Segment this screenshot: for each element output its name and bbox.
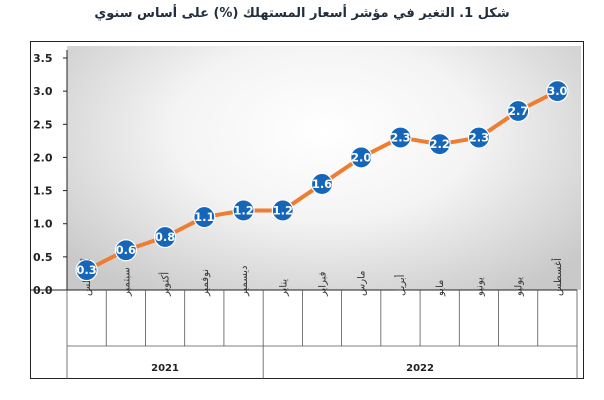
year-group-label: 2022: [406, 363, 434, 374]
x-category-label: نوفمبر: [200, 269, 211, 297]
data-label: 1.2: [273, 203, 293, 217]
x-category-label: سبتمبر: [121, 267, 132, 297]
y-tick-label: 3.0: [33, 85, 53, 98]
data-label: 3.0: [547, 84, 567, 98]
y-tick-label: 1.0: [33, 218, 53, 231]
y-tick-label: 2.5: [33, 118, 53, 131]
data-point-marker: [350, 146, 373, 169]
data-point-marker: [153, 225, 177, 249]
x-category-label: ديسمبر: [239, 266, 250, 297]
data-point-marker: [389, 126, 412, 149]
data-label: 1.6: [312, 177, 332, 191]
y-tick-label: 0.5: [33, 251, 53, 264]
data-label: 2.3: [390, 131, 410, 145]
data-point-marker: [310, 172, 334, 196]
data-label: 1.1: [194, 210, 214, 224]
x-category-label: مايو: [435, 280, 446, 297]
cpi-line-chart: 0.00.51.01.52.02.53.03.5أغسطسسبتمبرأكتوب…: [31, 50, 578, 379]
data-label: 1.2: [233, 203, 253, 217]
data-point-marker: [467, 126, 491, 149]
y-tick-label: 3.5: [33, 52, 53, 65]
x-category-label: فبراير: [318, 271, 329, 297]
y-tick-label: 1.5: [33, 185, 53, 198]
x-category-label: أغسطس: [551, 258, 564, 296]
year-group-label: 2021: [151, 363, 179, 374]
x-category-label: يوليو: [514, 277, 525, 297]
data-label: 2.2: [430, 137, 450, 151]
data-point-marker: [507, 99, 530, 123]
data-point-marker: [428, 133, 451, 156]
data-label: 2.7: [508, 104, 528, 118]
data-label: 0.8: [155, 230, 175, 244]
y-tick-label: 2.0: [33, 151, 53, 164]
x-category-label: يناير: [278, 279, 289, 297]
x-category-label: مارس: [357, 271, 368, 296]
data-point-marker: [114, 239, 137, 262]
data-point-marker: [232, 199, 255, 222]
x-category-label: أكتوبر: [159, 272, 172, 297]
chart-title: شكل 1. التغير في مؤشر أسعار المستهلك (%)…: [94, 6, 510, 21]
x-category-label: أبريل: [394, 274, 407, 296]
data-point-marker: [193, 205, 216, 229]
data-label: 0.3: [76, 263, 96, 277]
data-point-marker: [271, 199, 294, 222]
data-point-marker: [75, 259, 98, 282]
data-label: 2.3: [469, 131, 489, 145]
chart-frame: 0.00.51.01.52.02.53.03.5أغسطسسبتمبرأكتوب…: [30, 41, 584, 379]
x-category-label: يونيو: [474, 277, 485, 297]
data-label: 0.6: [116, 243, 136, 257]
data-label: 2.0: [351, 150, 371, 164]
data-point-marker: [546, 80, 569, 103]
plot-area: [67, 46, 581, 290]
